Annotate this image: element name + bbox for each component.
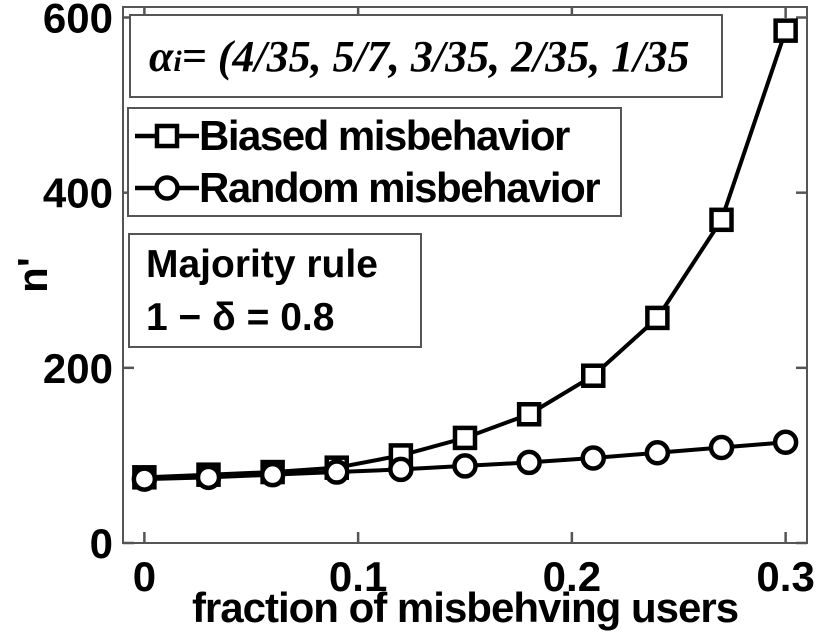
data-point-circle xyxy=(708,434,735,461)
x-tick-label: 0 xyxy=(133,553,156,600)
data-point-circle xyxy=(388,456,414,483)
data-point-circle xyxy=(259,461,286,488)
data-point-circle xyxy=(772,429,799,456)
y-axis-label: n' xyxy=(9,257,56,293)
data-point-circle xyxy=(644,440,671,466)
data-point-square xyxy=(516,402,542,427)
y-tick-label: 0 xyxy=(90,520,113,567)
alpha-expression: = (4/35, 5/7, 3/35, 2/35, 1/35 xyxy=(181,31,690,81)
circle-marker-icon xyxy=(135,175,199,202)
alpha-symbol: α xyxy=(149,31,174,81)
rule-line-1: Majority rule xyxy=(146,242,378,286)
data-point-circle xyxy=(452,453,478,479)
legend-label-biased: Biased misbehavior xyxy=(199,111,570,159)
data-point-circle xyxy=(195,464,222,491)
y-tick-label: 400 xyxy=(43,170,113,217)
data-point-circle xyxy=(131,466,158,492)
x-axis-label: fraction of misbehving users xyxy=(191,584,739,631)
y-tick-label: 600 xyxy=(43,0,113,42)
rule-annotation-box: Majority rule 1 − δ = 0.8 xyxy=(128,233,422,348)
data-point-circle xyxy=(324,459,350,485)
data-point-square xyxy=(773,18,798,43)
data-point-square xyxy=(581,363,606,388)
legend-item-random: Random misbehavior xyxy=(129,162,620,214)
data-point-circle xyxy=(516,449,542,476)
data-point-square xyxy=(645,305,670,331)
legend-item-biased: Biased misbehavior xyxy=(129,110,620,162)
axes-frame xyxy=(122,6,808,544)
data-point-square xyxy=(452,425,478,451)
legend: Biased misbehavior Random misbehavior xyxy=(127,107,622,217)
legend-label-random: Random misbehavior xyxy=(199,164,601,212)
x-tick-label: 0.2 xyxy=(543,553,601,600)
x-tick-label: 0.3 xyxy=(756,553,814,600)
x-tick-label: 0.1 xyxy=(329,553,387,600)
square-marker-icon xyxy=(135,123,199,148)
data-point-circle xyxy=(580,445,606,471)
data-point-square xyxy=(709,207,734,233)
y-tick-label: 200 xyxy=(43,345,113,392)
rule-line-2: 1 − δ = 0.8 xyxy=(146,295,335,339)
